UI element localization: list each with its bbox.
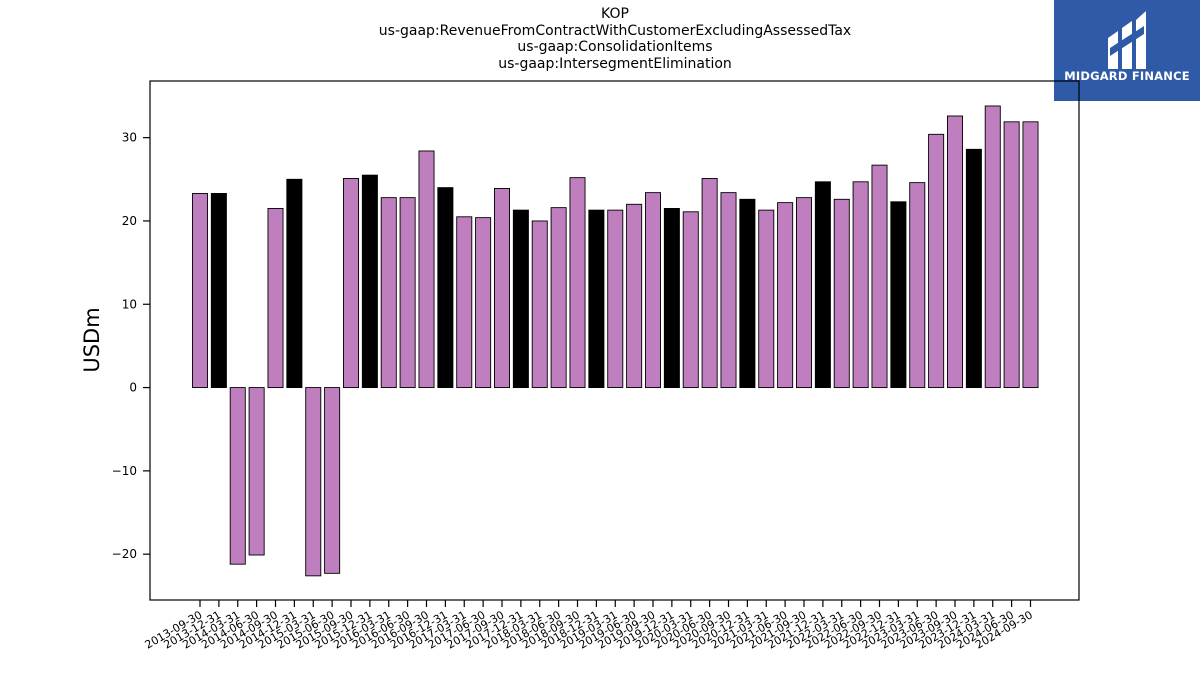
bar-2014-03-31 xyxy=(229,387,246,565)
bar-2018-03-31 xyxy=(531,220,548,389)
logo-text: MIDGARD FINANCE xyxy=(1064,69,1190,83)
bar-2023-12-31 xyxy=(965,148,982,389)
bar-2015-03-31 xyxy=(305,387,322,577)
bar-2022-12-31 xyxy=(890,201,907,389)
bar-2022-06-30 xyxy=(852,181,869,389)
bar-2021-06-30 xyxy=(777,202,794,389)
bar-2019-09-30 xyxy=(645,192,662,389)
bar-2017-12-31 xyxy=(512,209,529,389)
bar-2015-06-30 xyxy=(324,387,341,574)
bar-2023-06-30 xyxy=(928,133,945,389)
chart-title: KOP us-gaap:RevenueFromContractWithCusto… xyxy=(150,6,1080,72)
bar-2017-09-30 xyxy=(494,188,511,389)
bar-2022-03-31 xyxy=(833,198,850,389)
midgard-logo-icon xyxy=(1108,11,1146,69)
bar-2021-09-30 xyxy=(796,197,813,389)
bar-2016-09-30 xyxy=(418,150,435,389)
bar-2013-12-31 xyxy=(210,193,227,389)
bar-2019-06-30 xyxy=(626,203,643,389)
bar-2018-06-30 xyxy=(550,207,567,389)
x-axis: 2013-09-302013-12-312014-03-312014-06-30… xyxy=(143,600,1035,652)
bar-2020-12-31 xyxy=(739,198,756,389)
y-tick-label: 10 xyxy=(122,297,137,311)
bar-2019-03-31 xyxy=(607,209,624,389)
y-tick-label: 0 xyxy=(129,381,137,395)
bar-2019-12-31 xyxy=(663,208,680,389)
bar-2014-12-31 xyxy=(286,178,303,389)
bar-2015-12-31 xyxy=(361,174,378,389)
chart-title-line-4: us-gaap:IntersegmentElimination xyxy=(498,55,732,72)
midgard-finance-logo: MIDGARD FINANCE xyxy=(1054,0,1200,101)
bar-2016-06-30 xyxy=(399,197,416,389)
bar-2018-12-31 xyxy=(588,209,605,389)
bar-2022-09-30 xyxy=(871,164,888,389)
bar-2017-03-31 xyxy=(456,216,473,389)
bar-2020-03-31 xyxy=(682,211,699,389)
bars xyxy=(191,105,1039,577)
bar-2015-09-30 xyxy=(343,178,360,389)
chart-title-line-3: us-gaap:ConsolidationItems xyxy=(517,39,713,55)
chart-title-line-1: KOP xyxy=(601,6,629,22)
y-tick-label: −10 xyxy=(112,464,137,478)
plot-frame xyxy=(149,80,1080,601)
bar-2017-06-30 xyxy=(475,217,492,389)
bar-2023-03-31 xyxy=(909,182,926,389)
chart-title-line-2: us-gaap:RevenueFromContractWithCustomerE… xyxy=(378,22,852,39)
bar-2024-03-31 xyxy=(984,105,1001,389)
bar-2023-09-30 xyxy=(947,115,964,389)
bar-2024-09-30 xyxy=(1022,121,1039,389)
bar-2021-12-31 xyxy=(814,181,831,389)
bar-2014-06-30 xyxy=(248,387,265,556)
bar-2016-12-31 xyxy=(437,187,454,389)
bar-2024-06-30 xyxy=(1003,121,1020,389)
y-axis: −20 −10 0 10 20 30 xyxy=(112,131,150,561)
bar-2021-03-31 xyxy=(758,209,775,389)
y-axis-label: USDm xyxy=(80,307,104,372)
bar-2018-09-30 xyxy=(569,177,586,389)
bar-2020-06-30 xyxy=(701,178,718,389)
bar-2014-09-30 xyxy=(267,208,284,389)
bar-2020-09-30 xyxy=(720,192,737,389)
bar-2013-09-30 xyxy=(191,193,208,389)
y-tick-label: 30 xyxy=(122,131,137,145)
bar-2016-03-31 xyxy=(380,197,397,389)
y-tick-label: 20 xyxy=(122,214,137,228)
y-tick-label: −20 xyxy=(112,547,137,561)
